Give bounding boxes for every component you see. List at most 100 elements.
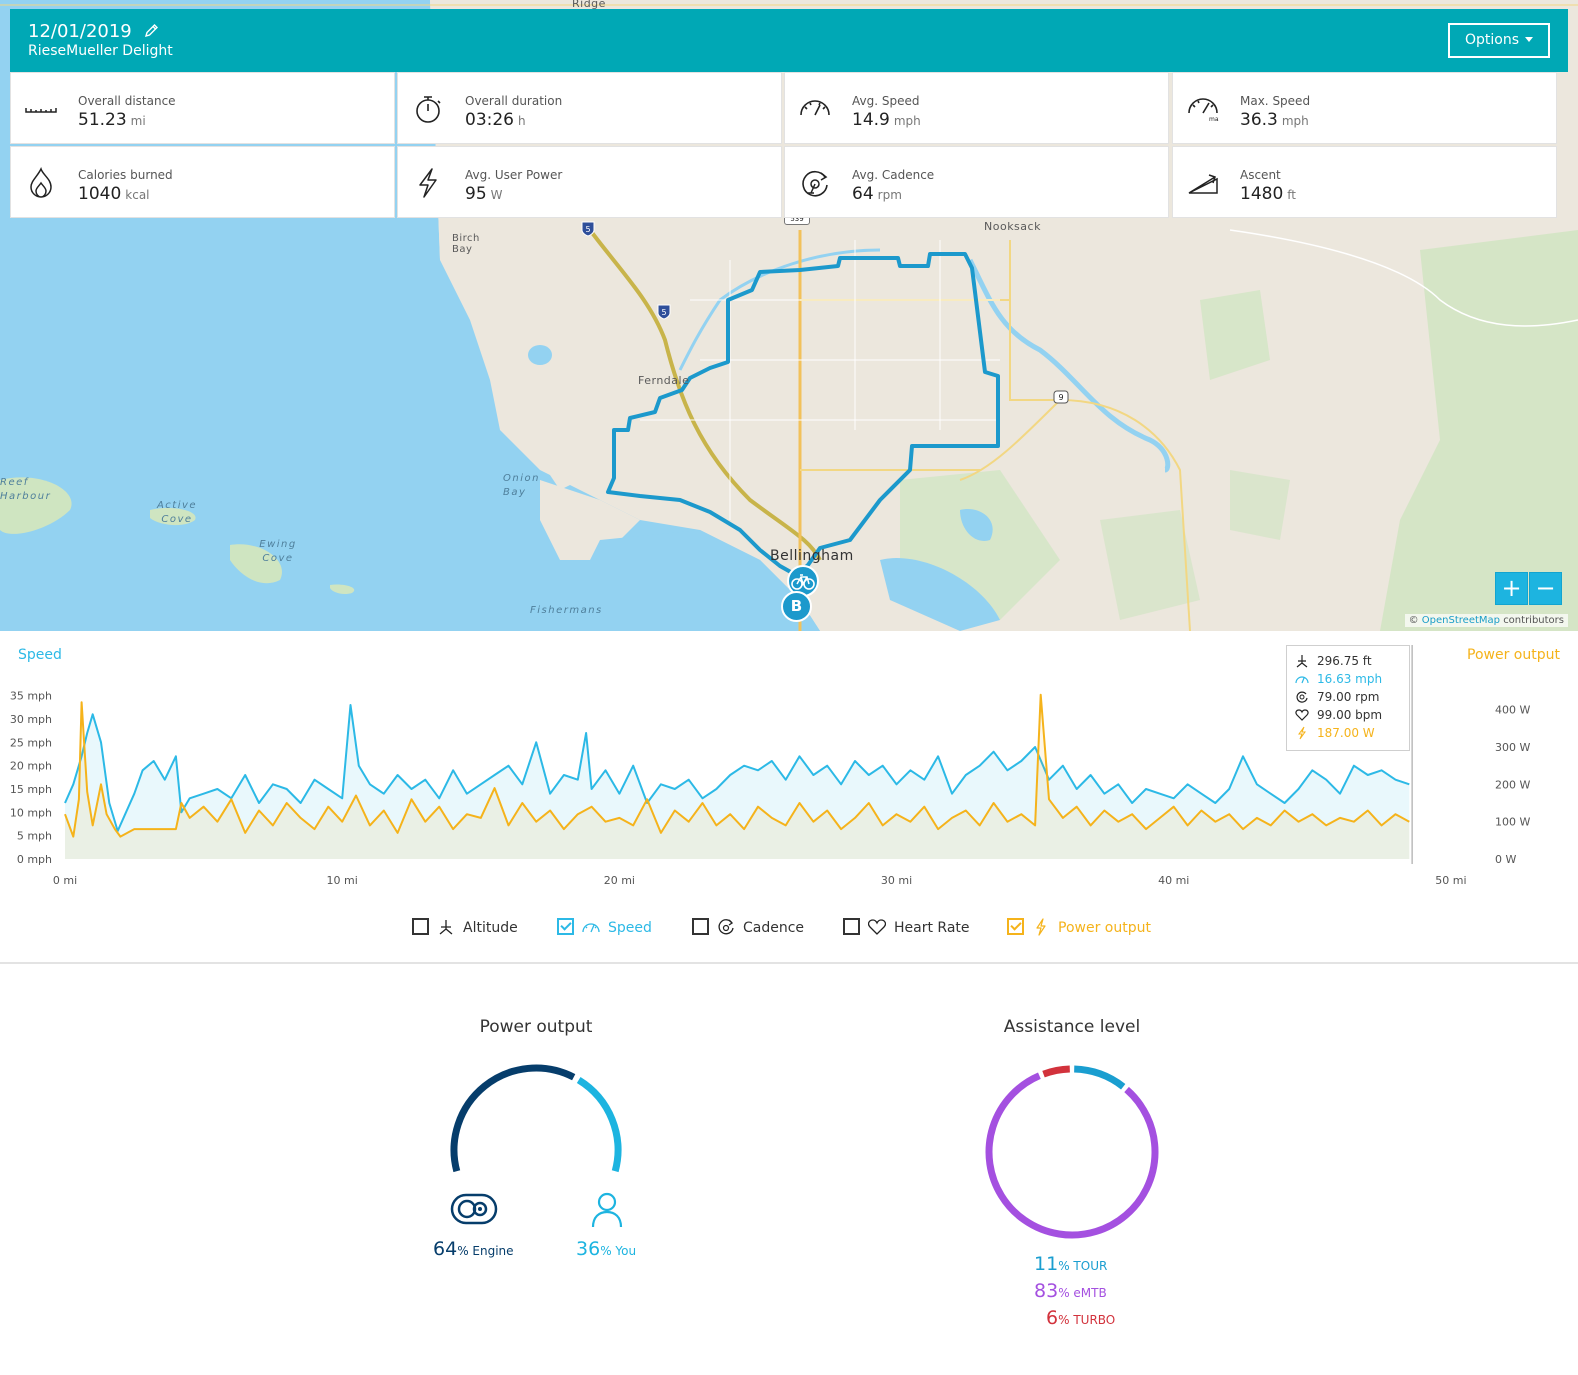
tooltip-speed-row: 16.63 mph <box>1295 670 1401 688</box>
right-axis-title: Power output <box>1467 647 1560 663</box>
legend-label: Cadence <box>743 920 805 936</box>
assist-level-turbo: 6% TURBO <box>1046 1307 1115 1329</box>
zoom-in-button[interactable]: + <box>1495 572 1528 605</box>
stat-unit: mph <box>1281 114 1309 128</box>
x-tick-label: 20 mi <box>604 874 635 887</box>
y-left-tick-label: 15 mph <box>10 783 52 796</box>
openstreetmap-link[interactable]: OpenStreetMap <box>1421 615 1500 626</box>
tooltip-cadence-value: 79.00 rpm <box>1317 690 1380 704</box>
ride-date: 12/01/2019 <box>28 21 159 44</box>
route-end-marker-label: B <box>790 597 803 615</box>
stat-value: 95 W <box>465 184 503 204</box>
x-tick-label: 40 mi <box>1158 874 1189 887</box>
ride-date-text: 12/01/2019 <box>28 21 132 42</box>
y-right-tick-label: 300 W <box>1495 741 1530 754</box>
options-button-label: Options <box>1464 32 1520 48</box>
checkbox[interactable] <box>692 918 709 935</box>
assist-arc-tour <box>1073 1065 1126 1090</box>
checkbox-checked[interactable] <box>1007 918 1024 935</box>
stopwatch-icon <box>416 96 441 123</box>
stat-label: Avg. Cadence <box>852 168 935 182</box>
options-button[interactable]: Options <box>1448 23 1550 58</box>
stat-value-number: 1040 <box>78 184 122 204</box>
stat-value-number: 36.3 <box>1240 110 1278 130</box>
legend-speed-toggle[interactable]: Speed <box>557 916 652 940</box>
stat-label: Max. Speed <box>1240 94 1311 108</box>
heart-icon <box>1295 709 1309 721</box>
stat-value: 1040 kcal <box>78 184 150 204</box>
y-left-tick-label: 25 mph <box>10 736 52 749</box>
power-output-gauge <box>450 1064 622 1173</box>
map-label-onion-bay: Onion Bay <box>503 473 540 498</box>
highway-shield-sr9: 9 <box>1053 390 1069 404</box>
map-label-fishermans: Fishermans <box>530 605 603 616</box>
attribution-contributors: contributors <box>1503 615 1564 626</box>
stat-value-number: 1480 <box>1240 184 1284 204</box>
assist-arc-emtb <box>985 1072 1159 1239</box>
engine-label: Engine <box>472 1244 514 1258</box>
route-end-marker[interactable]: B <box>781 591 812 622</box>
legend-label: Speed <box>608 920 652 936</box>
checkbox-checked[interactable] <box>557 918 574 935</box>
assist-level-name: eMTB <box>1073 1286 1107 1300</box>
speedometer-icon <box>1295 676 1309 684</box>
legend-cadence-toggle[interactable]: Cadence <box>692 916 804 940</box>
stat-unit: W <box>490 188 503 202</box>
stat-value-number: 51.23 <box>78 110 127 130</box>
highway-shield-text: 5 <box>585 225 590 234</box>
y-right-tick-label: 200 W <box>1495 778 1530 791</box>
checkbox[interactable] <box>843 918 860 935</box>
x-tick-label: 10 mi <box>327 874 358 887</box>
map-label-ridge: Ridge <box>572 0 606 10</box>
stat-label: Avg. User Power <box>465 168 563 182</box>
stat-label: Overall distance <box>78 94 176 108</box>
engine-arc <box>450 1064 576 1173</box>
y-left-tick-label: 35 mph <box>10 690 52 703</box>
pct-sign: % <box>600 1244 612 1258</box>
legend-power-output-toggle[interactable]: Power output <box>1007 916 1151 940</box>
you-percentage: 36% You <box>576 1238 636 1260</box>
you-pct-number: 36 <box>576 1238 601 1260</box>
rider-icon <box>590 1190 624 1234</box>
stat-unit: mi <box>130 114 146 128</box>
assist-level-name: TURBO <box>1073 1313 1116 1327</box>
assistance-level-title: Assistance level <box>1003 1017 1141 1037</box>
assist-pct-number: 6 <box>1046 1307 1059 1329</box>
svg-text:max: max <box>1209 116 1219 123</box>
map-attribution: © OpenStreetMap contributors <box>1404 614 1568 627</box>
tooltip-cadence-row: 79.00 rpm <box>1295 688 1401 706</box>
y-left-tick-label: 20 mph <box>10 760 52 773</box>
series-area-power-output <box>65 694 1410 859</box>
ride-chart[interactable]: Speed Power output 0 mph 5 mph 10 mph 15 mp… <box>0 631 1578 963</box>
stat-value: 14.9 mph <box>852 110 921 130</box>
ride-chart-plot[interactable]: 0 mph 5 mph 10 mph 15 mph 20 mph 25 mph 30 mph… <box>0 631 1578 901</box>
cadence-icon <box>802 170 828 197</box>
series-line-speed <box>64 704 1410 832</box>
map-label-birch-bay: Birch Bay <box>452 233 480 255</box>
tooltip-altitude-value: 296.75 ft <box>1317 654 1372 668</box>
stat-unit: mph <box>893 114 921 128</box>
stat-unit: ft <box>1287 188 1296 202</box>
zoom-out-button[interactable]: − <box>1529 572 1562 605</box>
tooltip-altitude-row: 296.75 ft <box>1295 652 1401 670</box>
chart-legend: Altitude Speed Cadence Heart Rate Power … <box>0 916 1578 940</box>
ascent-icon <box>1188 174 1218 194</box>
y-left-tick-label: 0 mph <box>17 853 52 866</box>
altitude-icon <box>439 920 453 935</box>
lightning-icon <box>1298 726 1306 740</box>
edit-pencil-icon[interactable] <box>143 23 159 44</box>
stat-ascent: Ascent 1480 ft <box>1172 146 1557 218</box>
checkbox[interactable] <box>412 918 429 935</box>
stat-overall-duration: Overall duration 03:26 h <box>397 72 782 144</box>
legend-heart-rate-toggle[interactable]: Heart Rate <box>843 916 970 940</box>
ruler-icon <box>25 108 57 113</box>
y-right-tick-label: 400 W <box>1495 704 1530 717</box>
highway-shield-text: 539 <box>790 215 804 223</box>
engine-icon <box>450 1191 498 1231</box>
legend-altitude-toggle[interactable]: Altitude <box>412 916 518 940</box>
tooltip-heart-rate-value: 99.00 bpm <box>1317 708 1383 722</box>
stat-value: 51.23 mi <box>78 110 146 130</box>
assist-pct-number: 11 <box>1034 1253 1059 1275</box>
x-tick-label: 0 mi <box>53 874 77 887</box>
attribution-copyright: © <box>1408 615 1419 626</box>
